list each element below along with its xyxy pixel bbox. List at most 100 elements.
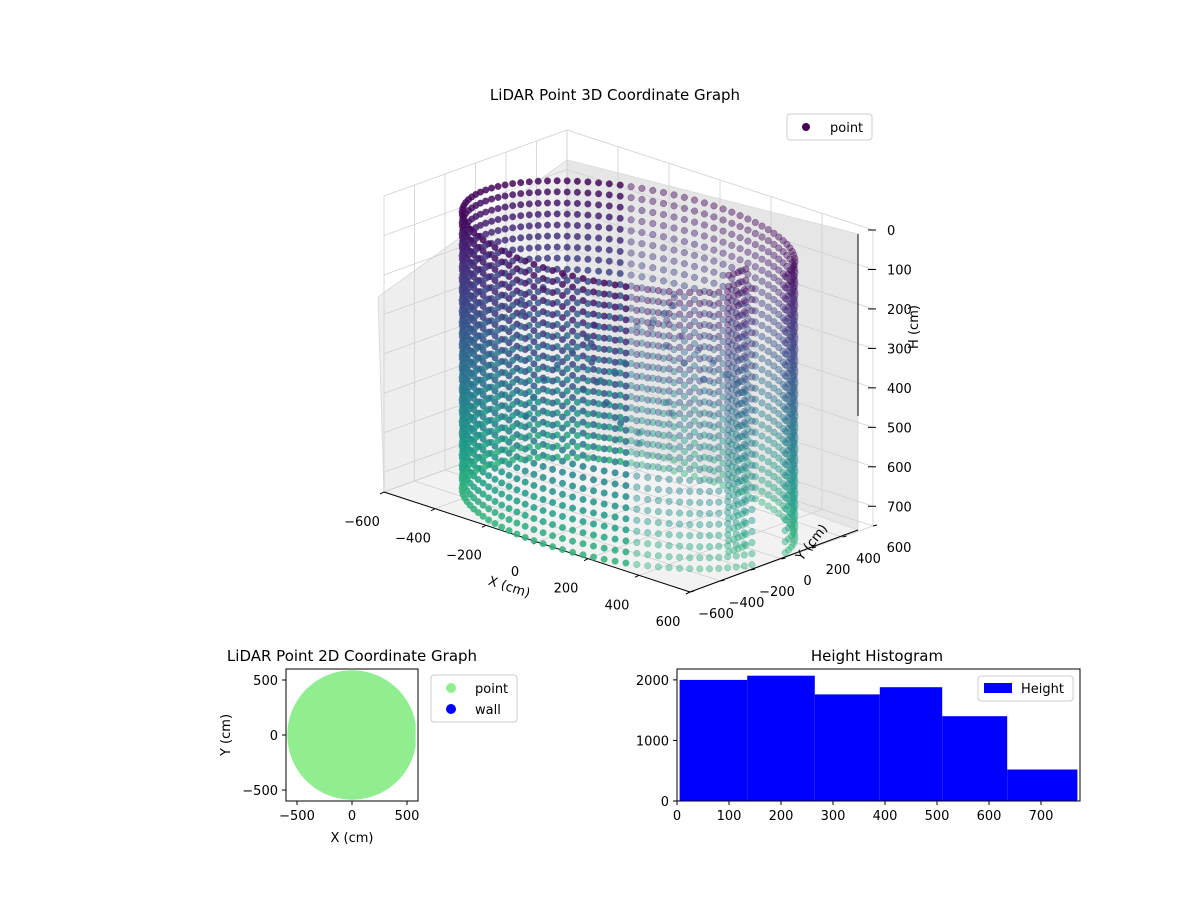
point-3d: [558, 468, 567, 476]
point-3d: [665, 553, 673, 561]
point-3d: [458, 296, 466, 304]
point-3d: [558, 479, 567, 487]
point-3d: [644, 352, 652, 360]
point-3d: [521, 533, 529, 541]
point-3d: [744, 259, 752, 267]
point-3d: [633, 516, 641, 524]
y-tick-label-3d: 400: [856, 552, 881, 567]
point-3d: [644, 562, 652, 570]
histogram-bar: [942, 716, 1008, 801]
point-3d: [654, 497, 662, 505]
point-3d: [670, 224, 678, 232]
point-3d: [517, 234, 525, 242]
point-3d: [690, 240, 699, 248]
point-3d: [659, 233, 668, 241]
point-3d: [488, 217, 496, 225]
legend-label-height: Height: [1021, 682, 1064, 697]
point-3d: [700, 210, 708, 218]
point-3d: [491, 508, 499, 517]
point-3d: [530, 360, 538, 368]
point-3d: [665, 531, 673, 539]
z-axis-label-3d: H (cm): [907, 305, 922, 349]
point-3d: [534, 321, 542, 329]
point-3d: [758, 366, 766, 374]
point-3d: [724, 564, 732, 572]
point-3d: [775, 498, 783, 506]
point-3d: [724, 332, 732, 340]
point-3d: [573, 232, 581, 241]
point-3d: [458, 373, 466, 381]
point-3d: [616, 269, 624, 278]
point-3d: [659, 188, 668, 197]
point-3d: [758, 487, 766, 495]
point-3d: [627, 227, 635, 235]
x-tick-3d: [685, 591, 691, 595]
point-3d: [616, 192, 624, 200]
point-3d: [764, 380, 772, 388]
point-3d: [680, 282, 688, 290]
point-3d: [724, 310, 732, 318]
point-3d: [654, 530, 662, 538]
point-3d: [611, 281, 619, 289]
point-3d: [573, 266, 581, 274]
point-3d: [775, 476, 783, 484]
point-3d: [534, 243, 542, 252]
point-3d: [622, 470, 630, 479]
point-3d: [534, 387, 542, 395]
point-3d: [595, 245, 603, 253]
point-3d: [775, 410, 783, 418]
point-3d: [521, 489, 529, 497]
point-3d: [748, 561, 756, 569]
point-3d: [719, 371, 727, 379]
point-3d: [638, 251, 646, 259]
point-3d: [686, 487, 694, 495]
point-3d: [543, 210, 552, 218]
point-3d: [748, 505, 756, 514]
point-3d: [736, 223, 744, 231]
point-3d: [534, 199, 542, 207]
point-3d: [654, 552, 662, 560]
point-3d: [622, 559, 630, 567]
point-3d: [786, 255, 794, 263]
point-3d: [764, 259, 772, 267]
point-3d: [686, 311, 694, 319]
x-tick-3d: [583, 558, 589, 562]
point-3d: [783, 251, 791, 259]
point-3d: [513, 475, 521, 483]
point-3d: [764, 425, 772, 433]
point-3d: [644, 330, 652, 338]
point-3d: [505, 527, 513, 535]
point-3d: [558, 523, 567, 532]
point-3d: [719, 282, 727, 290]
point-3d: [644, 518, 652, 526]
point-3d: [563, 177, 571, 185]
point-3d: [569, 316, 577, 324]
point-3d: [724, 288, 732, 296]
point-3d: [676, 564, 684, 572]
point-3d: [458, 473, 466, 481]
point-3d: [600, 522, 608, 530]
point-3d: [569, 371, 577, 379]
point-3d: [786, 266, 794, 274]
point-3d: [676, 476, 684, 484]
point-3d: [530, 459, 538, 467]
point-3d: [638, 195, 646, 204]
point-3d: [764, 458, 772, 466]
point-3d: [509, 213, 517, 221]
point-3d: [569, 305, 577, 313]
point-3d: [553, 221, 561, 229]
histogram-bar: [1007, 769, 1078, 801]
point-3d: [563, 221, 571, 229]
point-3d: [724, 343, 732, 351]
x-tick-label-3d: 600: [656, 615, 681, 630]
point-3d: [644, 374, 652, 382]
point-3d: [748, 516, 756, 525]
point-3d: [627, 216, 635, 224]
y-tick-label-2d: 0: [270, 729, 278, 744]
point-3d: [530, 537, 538, 545]
point-3d: [751, 252, 759, 260]
point-3d: [569, 382, 577, 391]
point-3d: [690, 218, 699, 226]
point-3d: [627, 194, 635, 202]
